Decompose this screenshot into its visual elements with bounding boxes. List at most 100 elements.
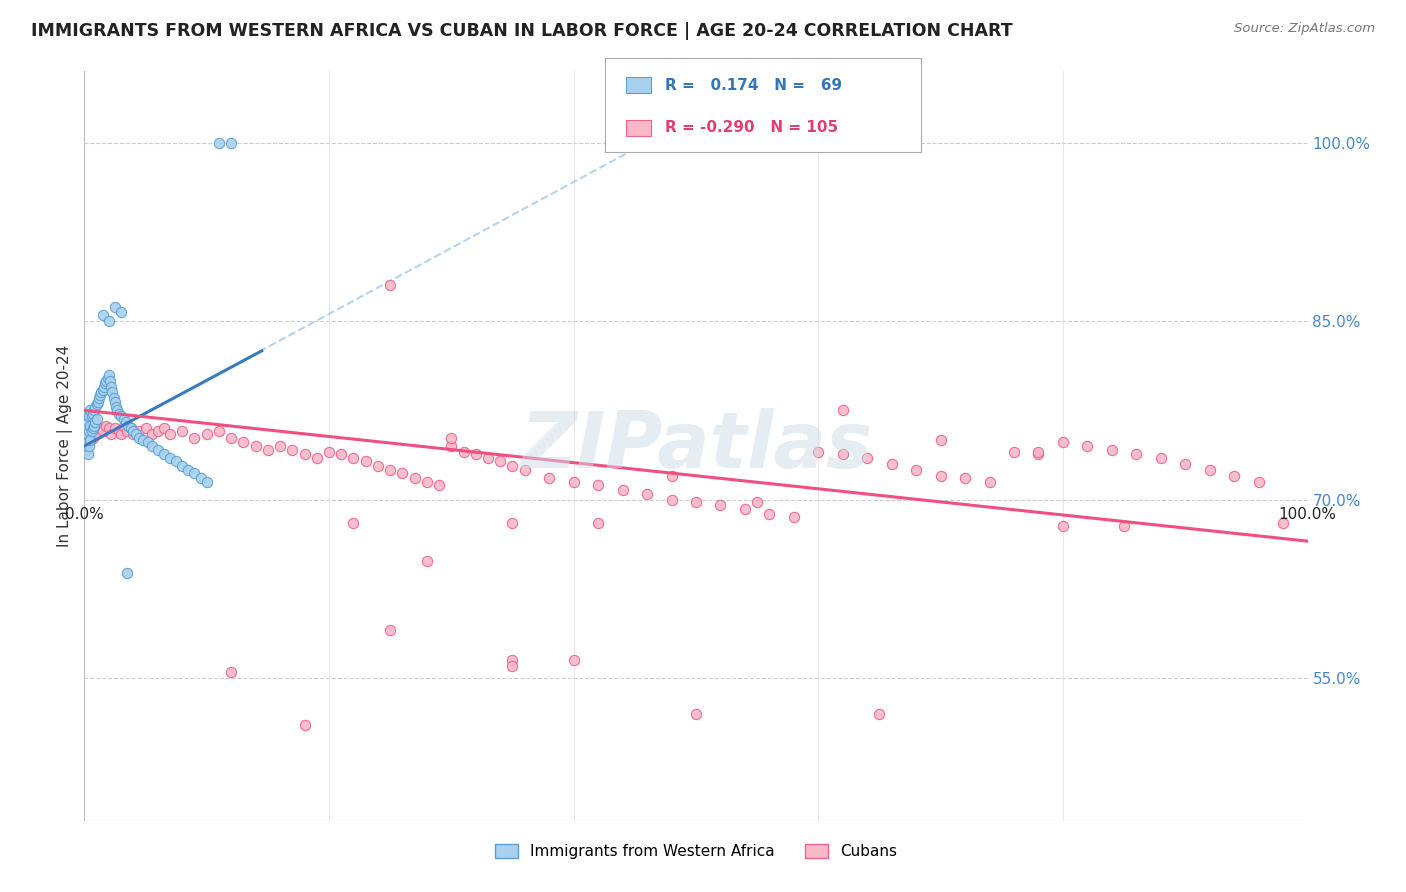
Text: R =   0.174   N =   69: R = 0.174 N = 69 bbox=[665, 78, 842, 93]
Point bbox=[104, 421, 127, 435]
Point bbox=[172, 424, 194, 438]
Point bbox=[1272, 516, 1295, 531]
Point bbox=[367, 459, 389, 474]
Point bbox=[1150, 450, 1173, 465]
Point bbox=[502, 516, 524, 531]
Point bbox=[91, 308, 114, 322]
Point bbox=[97, 371, 120, 385]
Point bbox=[464, 447, 486, 461]
Point bbox=[1002, 445, 1025, 459]
Point bbox=[105, 403, 128, 417]
Point bbox=[153, 421, 176, 435]
Point bbox=[929, 433, 952, 447]
Point bbox=[747, 495, 769, 509]
Point bbox=[83, 403, 105, 417]
Point bbox=[1028, 447, 1050, 461]
Point bbox=[219, 431, 242, 445]
Point bbox=[1052, 518, 1074, 533]
Point bbox=[257, 442, 280, 457]
Point bbox=[172, 459, 194, 474]
Point bbox=[100, 427, 122, 442]
Point bbox=[159, 450, 181, 465]
Point bbox=[1247, 475, 1270, 489]
Point bbox=[294, 447, 316, 461]
Point bbox=[219, 665, 242, 679]
Point bbox=[86, 397, 108, 411]
Point bbox=[953, 471, 976, 485]
Point bbox=[76, 427, 98, 442]
Point bbox=[1101, 442, 1123, 457]
Point bbox=[380, 624, 402, 638]
Point bbox=[77, 435, 100, 450]
Point bbox=[87, 395, 110, 409]
Point bbox=[125, 427, 148, 442]
Point bbox=[120, 421, 142, 435]
Point bbox=[477, 450, 499, 465]
Point bbox=[489, 454, 512, 468]
Point bbox=[87, 392, 110, 406]
Point bbox=[75, 433, 97, 447]
Point bbox=[115, 415, 138, 429]
Point bbox=[1114, 518, 1136, 533]
Point bbox=[612, 483, 634, 497]
Point bbox=[165, 454, 187, 468]
Point bbox=[318, 445, 340, 459]
Point bbox=[404, 471, 426, 485]
Point bbox=[758, 507, 780, 521]
Point bbox=[82, 407, 104, 421]
Point bbox=[122, 427, 145, 442]
Point bbox=[132, 433, 155, 447]
Point bbox=[87, 421, 110, 435]
Point bbox=[146, 424, 169, 438]
Point bbox=[416, 554, 439, 568]
Text: 0.0%: 0.0% bbox=[65, 508, 104, 523]
Point bbox=[1076, 439, 1098, 453]
Point bbox=[661, 468, 683, 483]
Point bbox=[104, 395, 127, 409]
Point bbox=[636, 486, 658, 500]
Point bbox=[245, 439, 267, 453]
Point bbox=[79, 403, 101, 417]
Point bbox=[97, 421, 120, 435]
Point bbox=[177, 463, 200, 477]
Point bbox=[195, 427, 218, 442]
Point bbox=[856, 450, 879, 465]
Point bbox=[115, 424, 138, 438]
Point bbox=[709, 499, 731, 513]
Point bbox=[305, 450, 328, 465]
Point bbox=[1174, 457, 1197, 471]
Point bbox=[427, 478, 450, 492]
Point bbox=[117, 418, 139, 433]
Point bbox=[110, 409, 132, 424]
Point bbox=[141, 439, 163, 453]
Point bbox=[294, 718, 316, 732]
Point bbox=[96, 418, 118, 433]
Point bbox=[153, 447, 176, 461]
Point bbox=[103, 392, 125, 406]
Point bbox=[391, 467, 413, 481]
Point bbox=[440, 439, 463, 453]
Point bbox=[115, 566, 138, 581]
Point bbox=[190, 471, 212, 485]
Point bbox=[342, 450, 364, 465]
Point bbox=[502, 659, 524, 673]
Point bbox=[232, 435, 254, 450]
Point bbox=[562, 653, 585, 667]
Point bbox=[380, 278, 402, 293]
Point bbox=[86, 411, 108, 425]
Text: R = -0.290   N = 105: R = -0.290 N = 105 bbox=[665, 120, 838, 136]
Point bbox=[141, 427, 163, 442]
Point bbox=[538, 471, 561, 485]
Point bbox=[562, 475, 585, 489]
Point bbox=[1028, 445, 1050, 459]
Point bbox=[76, 442, 98, 457]
Point bbox=[96, 374, 118, 388]
Point bbox=[195, 475, 218, 489]
Point bbox=[104, 300, 127, 314]
Point bbox=[79, 424, 101, 438]
Point bbox=[97, 368, 120, 382]
Point bbox=[77, 424, 100, 438]
Point bbox=[219, 136, 242, 150]
Text: 100.0%: 100.0% bbox=[1278, 508, 1337, 523]
Point bbox=[76, 409, 98, 424]
